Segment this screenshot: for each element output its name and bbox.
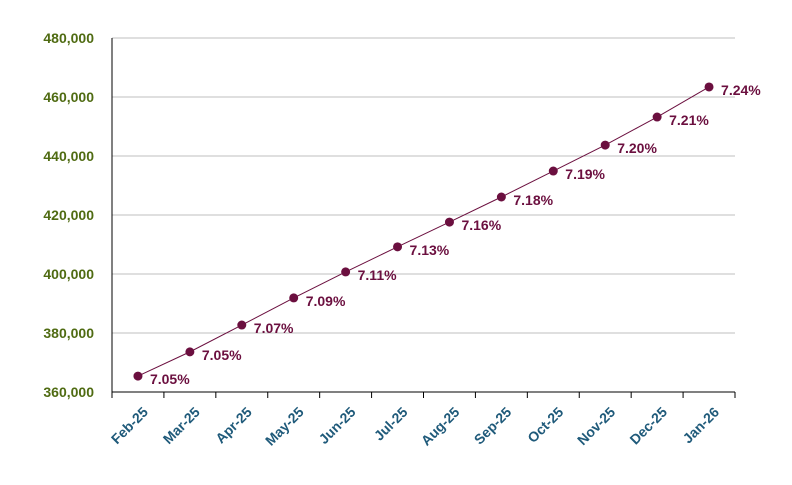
data-point [600, 140, 610, 150]
x-tick-label: Jun-25 [315, 404, 358, 447]
data-label: 7.05% [150, 371, 190, 387]
data-point [652, 112, 662, 122]
y-tick-label: 360,000 [43, 384, 94, 400]
y-tick-label: 420,000 [43, 207, 94, 223]
data-point [704, 82, 714, 92]
data-label: 7.16% [461, 217, 501, 233]
x-tick-label: Aug-25 [418, 404, 463, 449]
x-tick-label: Nov-25 [574, 404, 618, 448]
data-point [393, 242, 403, 252]
x-tick-label: Feb-25 [108, 404, 151, 447]
x-tick-label: Mar-25 [160, 404, 203, 447]
data-point [185, 347, 195, 357]
x-tick-label: Oct-25 [524, 404, 566, 446]
data-label: 7.05% [202, 347, 242, 363]
x-tick-label: Dec-25 [626, 404, 670, 448]
data-point [444, 217, 454, 227]
series-line [137, 86, 710, 377]
data-label: 7.13% [410, 242, 450, 258]
data-label: 7.24% [721, 82, 761, 98]
y-tick-label: 480,000 [43, 30, 94, 46]
y-tick-label: 440,000 [43, 148, 94, 164]
y-tick-label: 400,000 [43, 266, 94, 282]
x-tick-label: Sep-25 [471, 404, 515, 448]
y-tick-label: 380,000 [43, 325, 94, 341]
data-label: 7.18% [513, 192, 553, 208]
data-label: 7.20% [617, 140, 657, 156]
data-point [341, 267, 351, 277]
data-label: 7.21% [669, 112, 709, 128]
x-tick-label: Jul-25 [371, 404, 411, 444]
x-tick-label: May-25 [262, 404, 307, 449]
data-point [237, 320, 247, 330]
x-tick-label: Apr-25 [212, 404, 255, 447]
data-point [496, 192, 506, 202]
data-label: 7.09% [306, 293, 346, 309]
data-point [548, 166, 558, 176]
data-label: 7.07% [254, 320, 294, 336]
data-label: 7.19% [565, 166, 605, 182]
data-point [289, 293, 299, 303]
x-tick-label: Jan-26 [679, 404, 722, 447]
data-label: 7.11% [358, 267, 397, 283]
y-tick-label: 460,000 [43, 89, 94, 105]
data-point [133, 371, 143, 381]
